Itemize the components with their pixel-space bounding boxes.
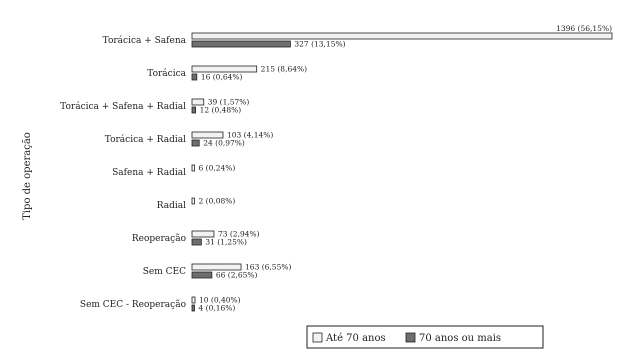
legend-label: Até 70 anos bbox=[325, 333, 386, 344]
bar-value-label: 163 (6,55%) bbox=[245, 263, 291, 272]
bar-ate-70 bbox=[191, 230, 215, 238]
bar-value-label: 10 (0,40%) bbox=[199, 296, 241, 305]
legend-box bbox=[306, 325, 544, 349]
legend-swatch bbox=[405, 332, 416, 343]
bar-70-ou-mais bbox=[191, 73, 198, 81]
legend-label: 70 anos ou mais bbox=[419, 333, 501, 344]
bar-70-ou-mais bbox=[191, 40, 291, 48]
bar-value-label: 1396 (56,15%) bbox=[556, 24, 612, 33]
category-label: Torácica + Safena + Radial bbox=[60, 101, 186, 112]
category-label: Torácica + Radial bbox=[105, 134, 186, 145]
legend-swatch bbox=[312, 332, 323, 343]
bar-70-ou-mais bbox=[191, 139, 200, 147]
bar-value-label: 66 (2,65%) bbox=[216, 271, 258, 280]
bar-value-label: 39 (1,57%) bbox=[208, 98, 250, 107]
bar-value-label: 12 (0,48%) bbox=[200, 106, 242, 115]
bar-value-label: 327 (13,15%) bbox=[294, 40, 345, 49]
bar-value-label: 4 (0,16%) bbox=[199, 304, 236, 313]
bar-value-label: 16 (0,64%) bbox=[201, 73, 243, 82]
bar-ate-70 bbox=[191, 65, 258, 73]
bar-value-label: 31 (1,25%) bbox=[205, 238, 247, 247]
bar-70-ou-mais bbox=[191, 304, 195, 312]
bar-ate-70 bbox=[191, 131, 224, 139]
bar-ate-70 bbox=[191, 32, 613, 40]
bar-70-ou-mais bbox=[191, 106, 197, 114]
bar-ate-70 bbox=[191, 98, 205, 106]
category-label: Safena + Radial bbox=[112, 168, 186, 178]
bar-value-label: 2 (0,08%) bbox=[199, 197, 236, 206]
bar-value-label: 24 (0,97%) bbox=[203, 139, 245, 148]
bar-70-ou-mais bbox=[191, 238, 202, 246]
bar-value-label: 73 (2,94%) bbox=[218, 230, 260, 239]
bar-value-label: 103 (4,14%) bbox=[227, 131, 273, 140]
y-axis-title: Tipo de operação bbox=[22, 132, 33, 220]
bar-value-label: 6 (0,24%) bbox=[199, 164, 236, 173]
bar-value-label: 215 (8,64%) bbox=[261, 65, 307, 74]
category-label: Radial bbox=[157, 201, 186, 211]
bar-ate-70 bbox=[191, 164, 195, 172]
bar-ate-70 bbox=[191, 263, 242, 271]
category-label: Torácica bbox=[147, 68, 186, 79]
category-label: Torácica + Safena bbox=[103, 35, 187, 46]
category-label: Reoperação bbox=[132, 233, 186, 244]
category-label: Sem CEC bbox=[143, 267, 186, 277]
category-label: Sem CEC - Reoperação bbox=[80, 299, 186, 310]
bar-70-ou-mais bbox=[191, 271, 213, 279]
bar-ate-70 bbox=[191, 197, 195, 205]
bar-ate-70 bbox=[191, 296, 196, 304]
